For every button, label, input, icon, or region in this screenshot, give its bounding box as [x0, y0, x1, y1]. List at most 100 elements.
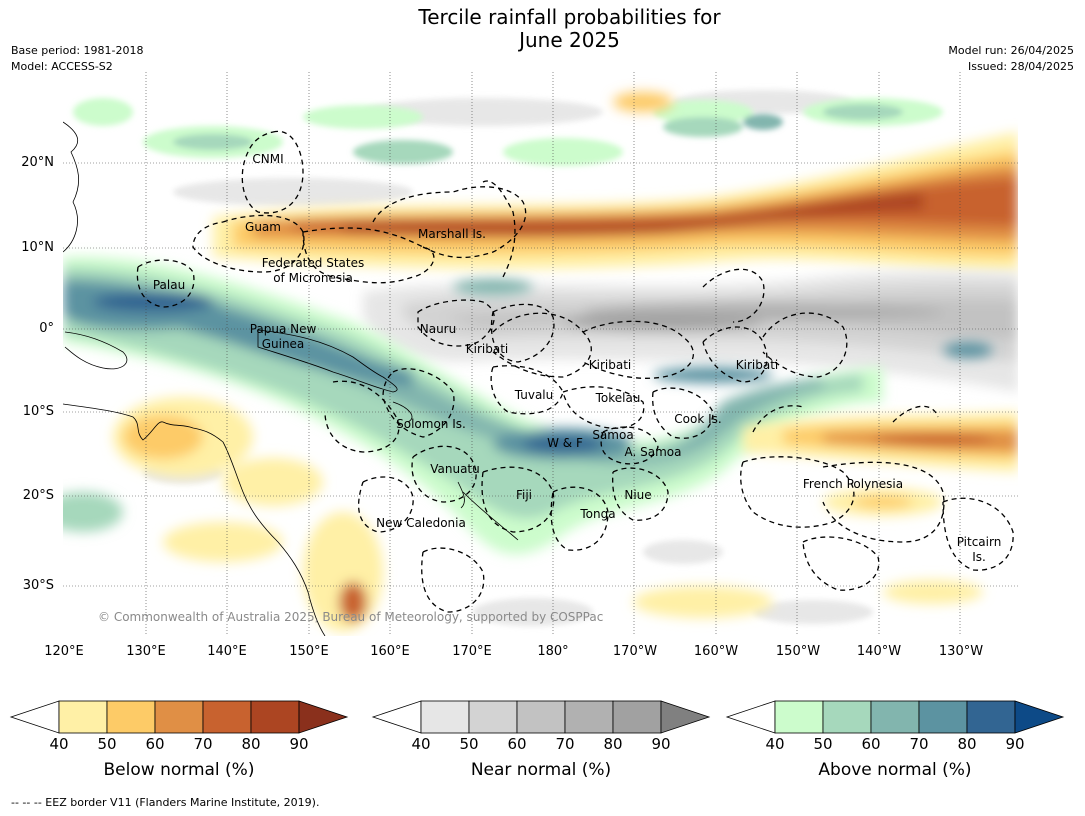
label-american-samoa: A. Samoa	[625, 445, 682, 459]
cb2-tick-60: 60	[861, 735, 881, 753]
colorbar-segment	[870, 700, 920, 734]
colorbar-segment	[564, 700, 614, 734]
lat-tick-30s: 30°S	[22, 578, 54, 593]
colorbar-segment	[154, 700, 204, 734]
cb2-tick-90: 90	[1005, 735, 1025, 753]
cb2-tick-70: 70	[909, 735, 929, 753]
label-kiribati-central: Kiribati	[589, 358, 631, 372]
eez-footnote: -- -- -- EEZ border V11 (Flanders Marine…	[11, 796, 320, 809]
lon-tick-160e: 160°E	[370, 644, 410, 659]
label-kiribati-west: Kiribati	[466, 342, 508, 356]
model-name: Model: ACCESS-S2	[11, 60, 113, 73]
cb2-tick-80: 80	[957, 735, 977, 753]
lon-tick-130w: 130°W	[938, 644, 984, 659]
label-wallis-futuna: W & F	[547, 436, 583, 450]
label-solomon: Solomon Is.	[396, 417, 466, 431]
label-fiji: Fiji	[516, 488, 532, 502]
label-fsm-2: of Micronesia	[273, 271, 353, 285]
cb1-tick-80: 80	[603, 735, 623, 753]
colorbar-extend-low	[371, 700, 422, 734]
map-title: Tercile rainfall probabilities for June …	[418, 5, 721, 52]
label-guam: Guam	[245, 220, 281, 234]
colorbar-segment	[58, 700, 108, 734]
label-vanuatu: Vanuatu	[430, 462, 480, 476]
label-tuvalu: Tuvalu	[514, 388, 554, 402]
vanuatu-coast	[457, 481, 465, 509]
lon-tick-140w: 140°W	[856, 644, 902, 659]
new-guinea-coast	[257, 329, 398, 393]
coastlines	[63, 121, 519, 636]
colorbar-extend-high	[660, 700, 711, 734]
cb1-tick-50: 50	[459, 735, 479, 753]
meta-left: Base period: 1981-2018 Model: ACCESS-S2	[11, 43, 143, 75]
lon-tick-140e: 140°E	[207, 644, 247, 659]
colorbar-extend-low	[725, 700, 776, 734]
colorbar-label-above: Above normal (%)	[818, 760, 972, 780]
label-fsm-1: Federated States	[262, 256, 364, 270]
colorbar-segment	[202, 700, 252, 734]
colorbar-segment	[966, 700, 1016, 734]
cb1-tick-60: 60	[507, 735, 527, 753]
lat-tick-10n: 10°N	[21, 240, 54, 255]
map-panel[interactable]: CNMI Guam Marshall Is. Federated States …	[63, 72, 1018, 636]
label-niue: Niue	[624, 488, 651, 502]
graticule	[63, 72, 1018, 636]
colorbar-segment	[516, 700, 566, 734]
lon-tick-160w: 160°W	[693, 644, 739, 659]
label-cnmi: CNMI	[252, 152, 283, 166]
colorbar-segment	[774, 700, 824, 734]
colorbar-segment	[420, 700, 470, 734]
lon-tick-120e: 120°E	[44, 644, 84, 659]
label-tokelau: Tokelau	[595, 391, 641, 405]
lon-tick-130e: 130°E	[126, 644, 166, 659]
cb0-tick-40: 40	[49, 735, 69, 753]
colorbar-label-near: Near normal (%)	[470, 760, 612, 780]
cb0-tick-50: 50	[97, 735, 117, 753]
issued-date: Issued: 28/04/2025	[967, 60, 1074, 73]
colorbar-near-normal	[371, 700, 711, 734]
cb1-tick-40: 40	[411, 735, 431, 753]
colorbar-label-below: Below normal (%)	[103, 760, 255, 780]
lon-tick-150e: 150°E	[289, 644, 329, 659]
lon-tick-150w: 150°W	[775, 644, 821, 659]
label-palau: Palau	[153, 278, 185, 292]
label-png-2: Guinea	[262, 337, 305, 351]
colorbar-above-normal	[725, 700, 1065, 734]
cb1-tick-70: 70	[555, 735, 575, 753]
colorbar-below-normal	[9, 700, 349, 734]
colorbar-segment	[612, 700, 662, 734]
cb0-tick-80: 80	[241, 735, 261, 753]
new-caledonia-coast	[462, 491, 519, 541]
lon-tick-180: 180°	[537, 644, 569, 659]
colorbar-segment	[106, 700, 156, 734]
solomon-coast	[392, 401, 413, 423]
label-pitcairn-1: Pitcairn	[957, 535, 1002, 549]
lat-tick-20s: 20°S	[22, 488, 54, 503]
meta-right: Model run: 26/04/2025 Issued: 28/04/2025	[948, 43, 1074, 75]
label-marshall: Marshall Is.	[418, 227, 486, 241]
cb1-tick-90: 90	[651, 735, 671, 753]
colorbar-segment	[468, 700, 518, 734]
label-kiribati-east: Kiribati	[736, 358, 778, 372]
lat-tick-0: 0°	[39, 321, 54, 336]
label-cook: Cook Is.	[674, 412, 721, 426]
label-french-polynesia: French Polynesia	[803, 477, 903, 491]
label-pitcairn-2: Is.	[972, 550, 986, 564]
lon-tick-170e: 170°E	[452, 644, 492, 659]
colorbar-extend-high	[298, 700, 349, 734]
australia-coast	[63, 403, 326, 636]
rainfall-map[interactable]: CNMI Guam Marshall Is. Federated States …	[63, 72, 1018, 636]
colorbar-segment	[250, 700, 300, 734]
cb2-tick-40: 40	[765, 735, 785, 753]
colorbars	[9, 700, 1065, 734]
cb0-tick-60: 60	[145, 735, 165, 753]
colorbar-segment	[822, 700, 872, 734]
model-run: Model run: 26/04/2025	[948, 44, 1074, 57]
borneo-coast	[64, 331, 128, 370]
colorbar-extend-high	[1014, 700, 1065, 734]
eez-borders	[136, 130, 1014, 613]
label-nauru: Nauru	[420, 322, 456, 336]
asia-coast	[63, 121, 80, 253]
region-labels: CNMI Guam Marshall Is. Federated States …	[153, 152, 1001, 564]
lat-tick-10s: 10°S	[22, 404, 54, 419]
